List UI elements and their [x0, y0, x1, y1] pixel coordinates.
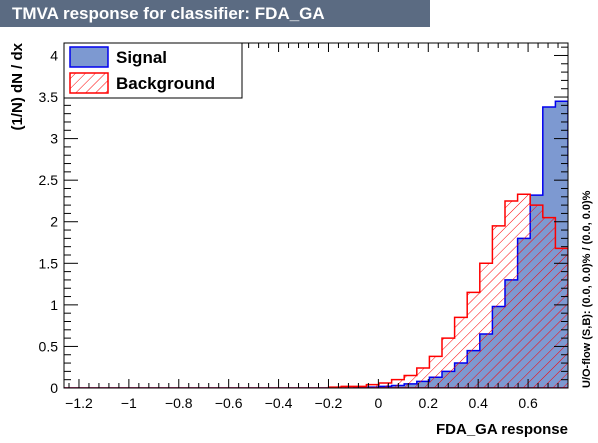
y-tick-label: 1.5	[39, 255, 59, 271]
y-axis-label: (1/N) dN / dx	[9, 42, 26, 130]
legend-signal-swatch	[69, 46, 109, 68]
x-tick-label: −0.8	[165, 395, 193, 411]
plot-frame	[63, 42, 569, 389]
x-tick-label: −1	[121, 395, 137, 411]
x-tick-label: −0.2	[315, 395, 343, 411]
x-tick-label: −0.6	[215, 395, 243, 411]
y-tick-label: 2.5	[39, 172, 59, 188]
y-tick-label: 4	[50, 47, 58, 63]
y-tick-label: 2	[50, 214, 58, 230]
x-tick-label: 0.4	[468, 395, 488, 411]
x-tick-label: 0.2	[419, 395, 439, 411]
x-tick-label: −1.2	[65, 395, 93, 411]
y-tick-label: 3	[50, 131, 58, 147]
y-tick-label: 0	[50, 380, 58, 396]
background-histogram	[64, 193, 568, 388]
x-axis-label: FDA_GA response	[436, 421, 568, 438]
legend-background-label: Background	[116, 74, 215, 93]
y-tick-label: 1	[50, 297, 58, 313]
x-tick-label: 0.6	[518, 395, 538, 411]
legend-background-swatch	[69, 72, 109, 94]
legend-signal-label: Signal	[116, 48, 167, 67]
y-tick-label: 0.5	[39, 338, 59, 354]
overflow-label: U/O-flow (S,B): (0.0, 0.0)% / (0.0, 0.0)…	[581, 190, 593, 388]
x-tick-label: −0.4	[265, 395, 293, 411]
x-tick-label: 0	[374, 395, 382, 411]
y-tick-label: 3.5	[39, 89, 59, 105]
chart-title: TMVA response for classifier: FDA_GA	[0, 0, 430, 27]
